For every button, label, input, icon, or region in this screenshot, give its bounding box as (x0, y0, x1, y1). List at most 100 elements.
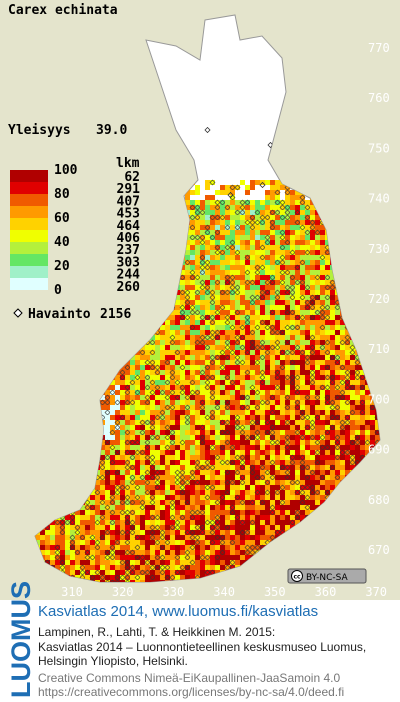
map-cell (205, 265, 210, 270)
map-cell (145, 385, 150, 390)
map-cell (350, 360, 355, 365)
map-cell (125, 385, 130, 390)
map-cell (315, 285, 320, 290)
map-cell (195, 375, 200, 380)
map-cell (120, 445, 125, 450)
map-cell (235, 380, 240, 385)
map-cell (120, 380, 125, 385)
map-cell (265, 200, 270, 205)
map-cell (305, 270, 310, 275)
map-cell (265, 180, 270, 185)
map-cell (330, 270, 335, 275)
map-cell (120, 405, 125, 410)
map-cell (155, 385, 160, 390)
map-cell (125, 425, 130, 430)
map-cell (365, 440, 370, 445)
map-cell (145, 445, 150, 450)
map-cell (255, 285, 260, 290)
map-cell (215, 260, 220, 265)
map-cell (205, 180, 210, 185)
map-cell (190, 285, 195, 290)
map-cell (250, 310, 255, 315)
map-cell (275, 345, 280, 350)
map-cell (110, 450, 115, 455)
map-cell (285, 270, 290, 275)
map-cell (265, 425, 270, 430)
map-cell (355, 445, 360, 450)
map-cell (235, 465, 240, 470)
map-cell (295, 220, 300, 225)
map-cell (190, 220, 195, 225)
map-cell (270, 285, 275, 290)
map-cell (290, 380, 295, 385)
map-cell (215, 270, 220, 275)
map-cell (150, 395, 155, 400)
map-cell (305, 290, 310, 295)
map-cell (295, 265, 300, 270)
map-cell (255, 340, 260, 345)
map-cell (270, 435, 275, 440)
map-cell (230, 340, 235, 345)
map-cell (280, 425, 285, 430)
map-cell (235, 275, 240, 280)
map-cell (295, 465, 300, 470)
map-cell (335, 365, 340, 370)
map-cell (205, 390, 210, 395)
map-cell (105, 390, 110, 395)
map-cell (340, 400, 345, 405)
map-cell (215, 360, 220, 365)
map-cell (305, 440, 310, 445)
map-cell (150, 440, 155, 445)
map-cell (155, 335, 160, 340)
map-cell (200, 245, 205, 250)
map-cell (305, 285, 310, 290)
map-cell (335, 325, 340, 330)
map-cell (330, 275, 335, 280)
map-cell (165, 360, 170, 365)
map-cell (320, 350, 325, 355)
map-cell (260, 355, 265, 360)
map-cell (180, 320, 185, 325)
map-cell (215, 265, 220, 270)
map-cell (295, 205, 300, 210)
map-cell (215, 380, 220, 385)
map-cell (180, 340, 185, 345)
map-cell (310, 230, 315, 235)
map-cell (330, 290, 335, 295)
map-cell (315, 245, 320, 250)
map-cell (300, 435, 305, 440)
map-cell (210, 425, 215, 430)
map-cell (215, 230, 220, 235)
map-cell (240, 230, 245, 235)
map-cell (275, 260, 280, 265)
map-cell (295, 445, 300, 450)
map-cell (125, 400, 130, 405)
map-cell (110, 440, 115, 445)
map-cell (245, 235, 250, 240)
map-cell (130, 375, 135, 380)
map-cell (100, 470, 105, 475)
map-cell (360, 385, 365, 390)
map-cell (160, 350, 165, 355)
map-cell (325, 350, 330, 355)
map-cell (140, 435, 145, 440)
map-cell (140, 410, 145, 415)
map-cell (315, 455, 320, 460)
map-cell (160, 460, 165, 465)
map-cell (155, 440, 160, 445)
map-cell (165, 345, 170, 350)
map-cell (130, 385, 135, 390)
map-cell (265, 440, 270, 445)
map-cell (205, 460, 210, 465)
map-cell (290, 395, 295, 400)
map-cell (255, 320, 260, 325)
map-cell (190, 225, 195, 230)
map-cell (255, 305, 260, 310)
map-cell (300, 360, 305, 365)
map-cell (315, 440, 320, 445)
map-cell (290, 375, 295, 380)
map-cell (290, 345, 295, 350)
map-cell (235, 405, 240, 410)
map-cell (310, 325, 315, 330)
map-cell (195, 250, 200, 255)
